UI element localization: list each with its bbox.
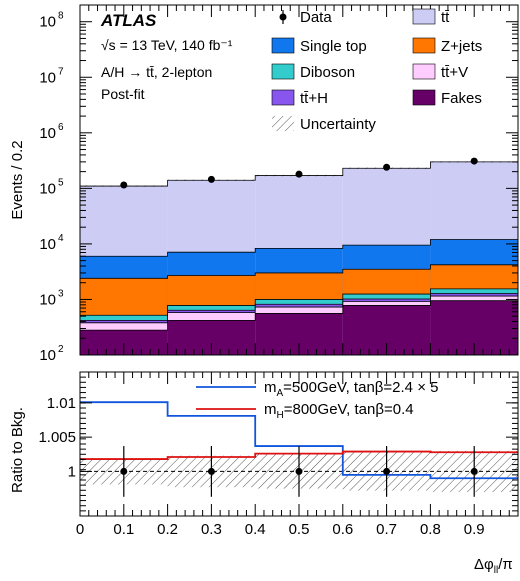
- legend-swatch: [271, 89, 295, 106]
- legend-label: Data: [300, 9, 332, 26]
- y-tick-label: 10: [39, 347, 56, 364]
- y-tick-exponent: 4: [58, 233, 64, 244]
- y-axis-label: Events / 0.2: [9, 140, 26, 219]
- legend-swatch: [412, 8, 436, 25]
- y-tick-exponent: 5: [58, 177, 64, 188]
- ratio-data-point: [295, 467, 303, 475]
- legend-label: tt̄+H: [300, 90, 328, 107]
- y-tick-exponent: 6: [58, 122, 64, 133]
- ratio-data-point: [120, 467, 128, 475]
- legend-swatch: [271, 37, 295, 54]
- ratio-series-line-0: [80, 401, 518, 480]
- stack-edge: [80, 239, 518, 257]
- stack-edge: [80, 300, 518, 331]
- x-tick-label: 0.8: [420, 521, 441, 538]
- data-point: [120, 181, 128, 189]
- x-axis-ticks-top: [79, 5, 519, 355]
- x-tick-label: 0.4: [245, 521, 266, 538]
- x-tick-label: 0: [76, 521, 84, 538]
- data-point: [295, 170, 303, 178]
- y-tick-exponent: 8: [58, 11, 64, 22]
- legend-label: Z+jets: [441, 38, 482, 55]
- legend-swatch: [412, 37, 436, 54]
- legend-label: Single top: [300, 38, 367, 55]
- y-tick-label: 10: [39, 125, 56, 142]
- info-line: A/H → tt̄, 2-lepton: [101, 64, 212, 80]
- data-point: [383, 163, 391, 171]
- ratio-legend: mA=500GeV, tanβ=2.4 × 5mH=800GeV, tanβ=0…: [196, 379, 438, 421]
- ratio-data-points: [120, 446, 478, 497]
- ratio-legend-label: mH=800GeV, tanβ=0.4: [264, 401, 414, 421]
- atlas-info: ATLAS √s = 13 TeV, 140 fb⁻¹ A/H → tt̄, 2-l…: [100, 11, 233, 102]
- legend-label: Fakes: [441, 90, 482, 107]
- legend-label: Uncertainty: [300, 116, 376, 133]
- y-tick-label: 10: [39, 236, 56, 253]
- atlas-label: ATLAS: [100, 11, 157, 30]
- legend-swatch: [412, 89, 436, 106]
- x-tick-label: 0.2: [157, 521, 178, 538]
- legend-swatch: [271, 63, 295, 80]
- info-line: Post-fit: [101, 86, 145, 102]
- data-point: [470, 157, 478, 165]
- legend-swatch: [412, 63, 436, 80]
- data-point: [207, 175, 215, 183]
- stack-edge: [80, 288, 518, 316]
- ratio-y-axis-ticks: 1 1.005 1.01: [38, 371, 518, 517]
- x-tick-label: 0.7: [376, 521, 397, 538]
- x-tick-label: 0.1: [113, 521, 134, 538]
- y-tick-exponent: 2: [58, 344, 64, 355]
- y-tick-label: 10: [39, 69, 56, 86]
- stacked-histogram: [80, 161, 518, 355]
- legend-label: tt̄+V: [441, 64, 468, 81]
- legend-hatch-swatch: [272, 116, 294, 131]
- data-points: [120, 157, 478, 189]
- ratio-legend-label: mA=500GeV, tanβ=2.4 × 5: [264, 379, 438, 399]
- y-tick-label: 10: [39, 180, 56, 197]
- x-tick-label: 0.3: [201, 521, 222, 538]
- total-outline: [80, 161, 518, 331]
- x-axis-ticks: 0 0.1 0.2 0.3 0.4 0.5 0.6 0.7 0.8 0.9: [76, 372, 519, 538]
- y-tick-exponent: 3: [58, 288, 64, 299]
- ratio-y-axis-label: Ratio to Bkg.: [9, 407, 26, 493]
- legend: Data tt̄ Single top Z+jets Diboson tt̄+V tt̄+H…: [271, 8, 482, 133]
- y-tick-exponent: 7: [58, 66, 64, 77]
- x-tick-label: 0.5: [289, 521, 310, 538]
- info-line: √s = 13 TeV, 140 fb⁻¹: [101, 37, 233, 53]
- ratio-y-tick-label: 1.01: [47, 395, 76, 412]
- ratio-data-point: [383, 467, 391, 475]
- stack-edge: [80, 264, 518, 279]
- x-tick-label: 0.9: [464, 521, 485, 538]
- legend-label: tt̄: [441, 9, 450, 26]
- x-tick-label: 0.6: [332, 521, 353, 538]
- ratio-y-tick-label: 1: [68, 463, 76, 480]
- x-axis-label: Δφll/π: [474, 556, 513, 576]
- ratio-y-tick-label: 1.005: [38, 429, 76, 446]
- ratio-data-point: [470, 467, 478, 475]
- y-tick-label: 10: [39, 291, 56, 308]
- legend-label: Diboson: [300, 64, 355, 81]
- ratio-data-point: [207, 467, 215, 475]
- y-tick-label: 10: [39, 14, 56, 31]
